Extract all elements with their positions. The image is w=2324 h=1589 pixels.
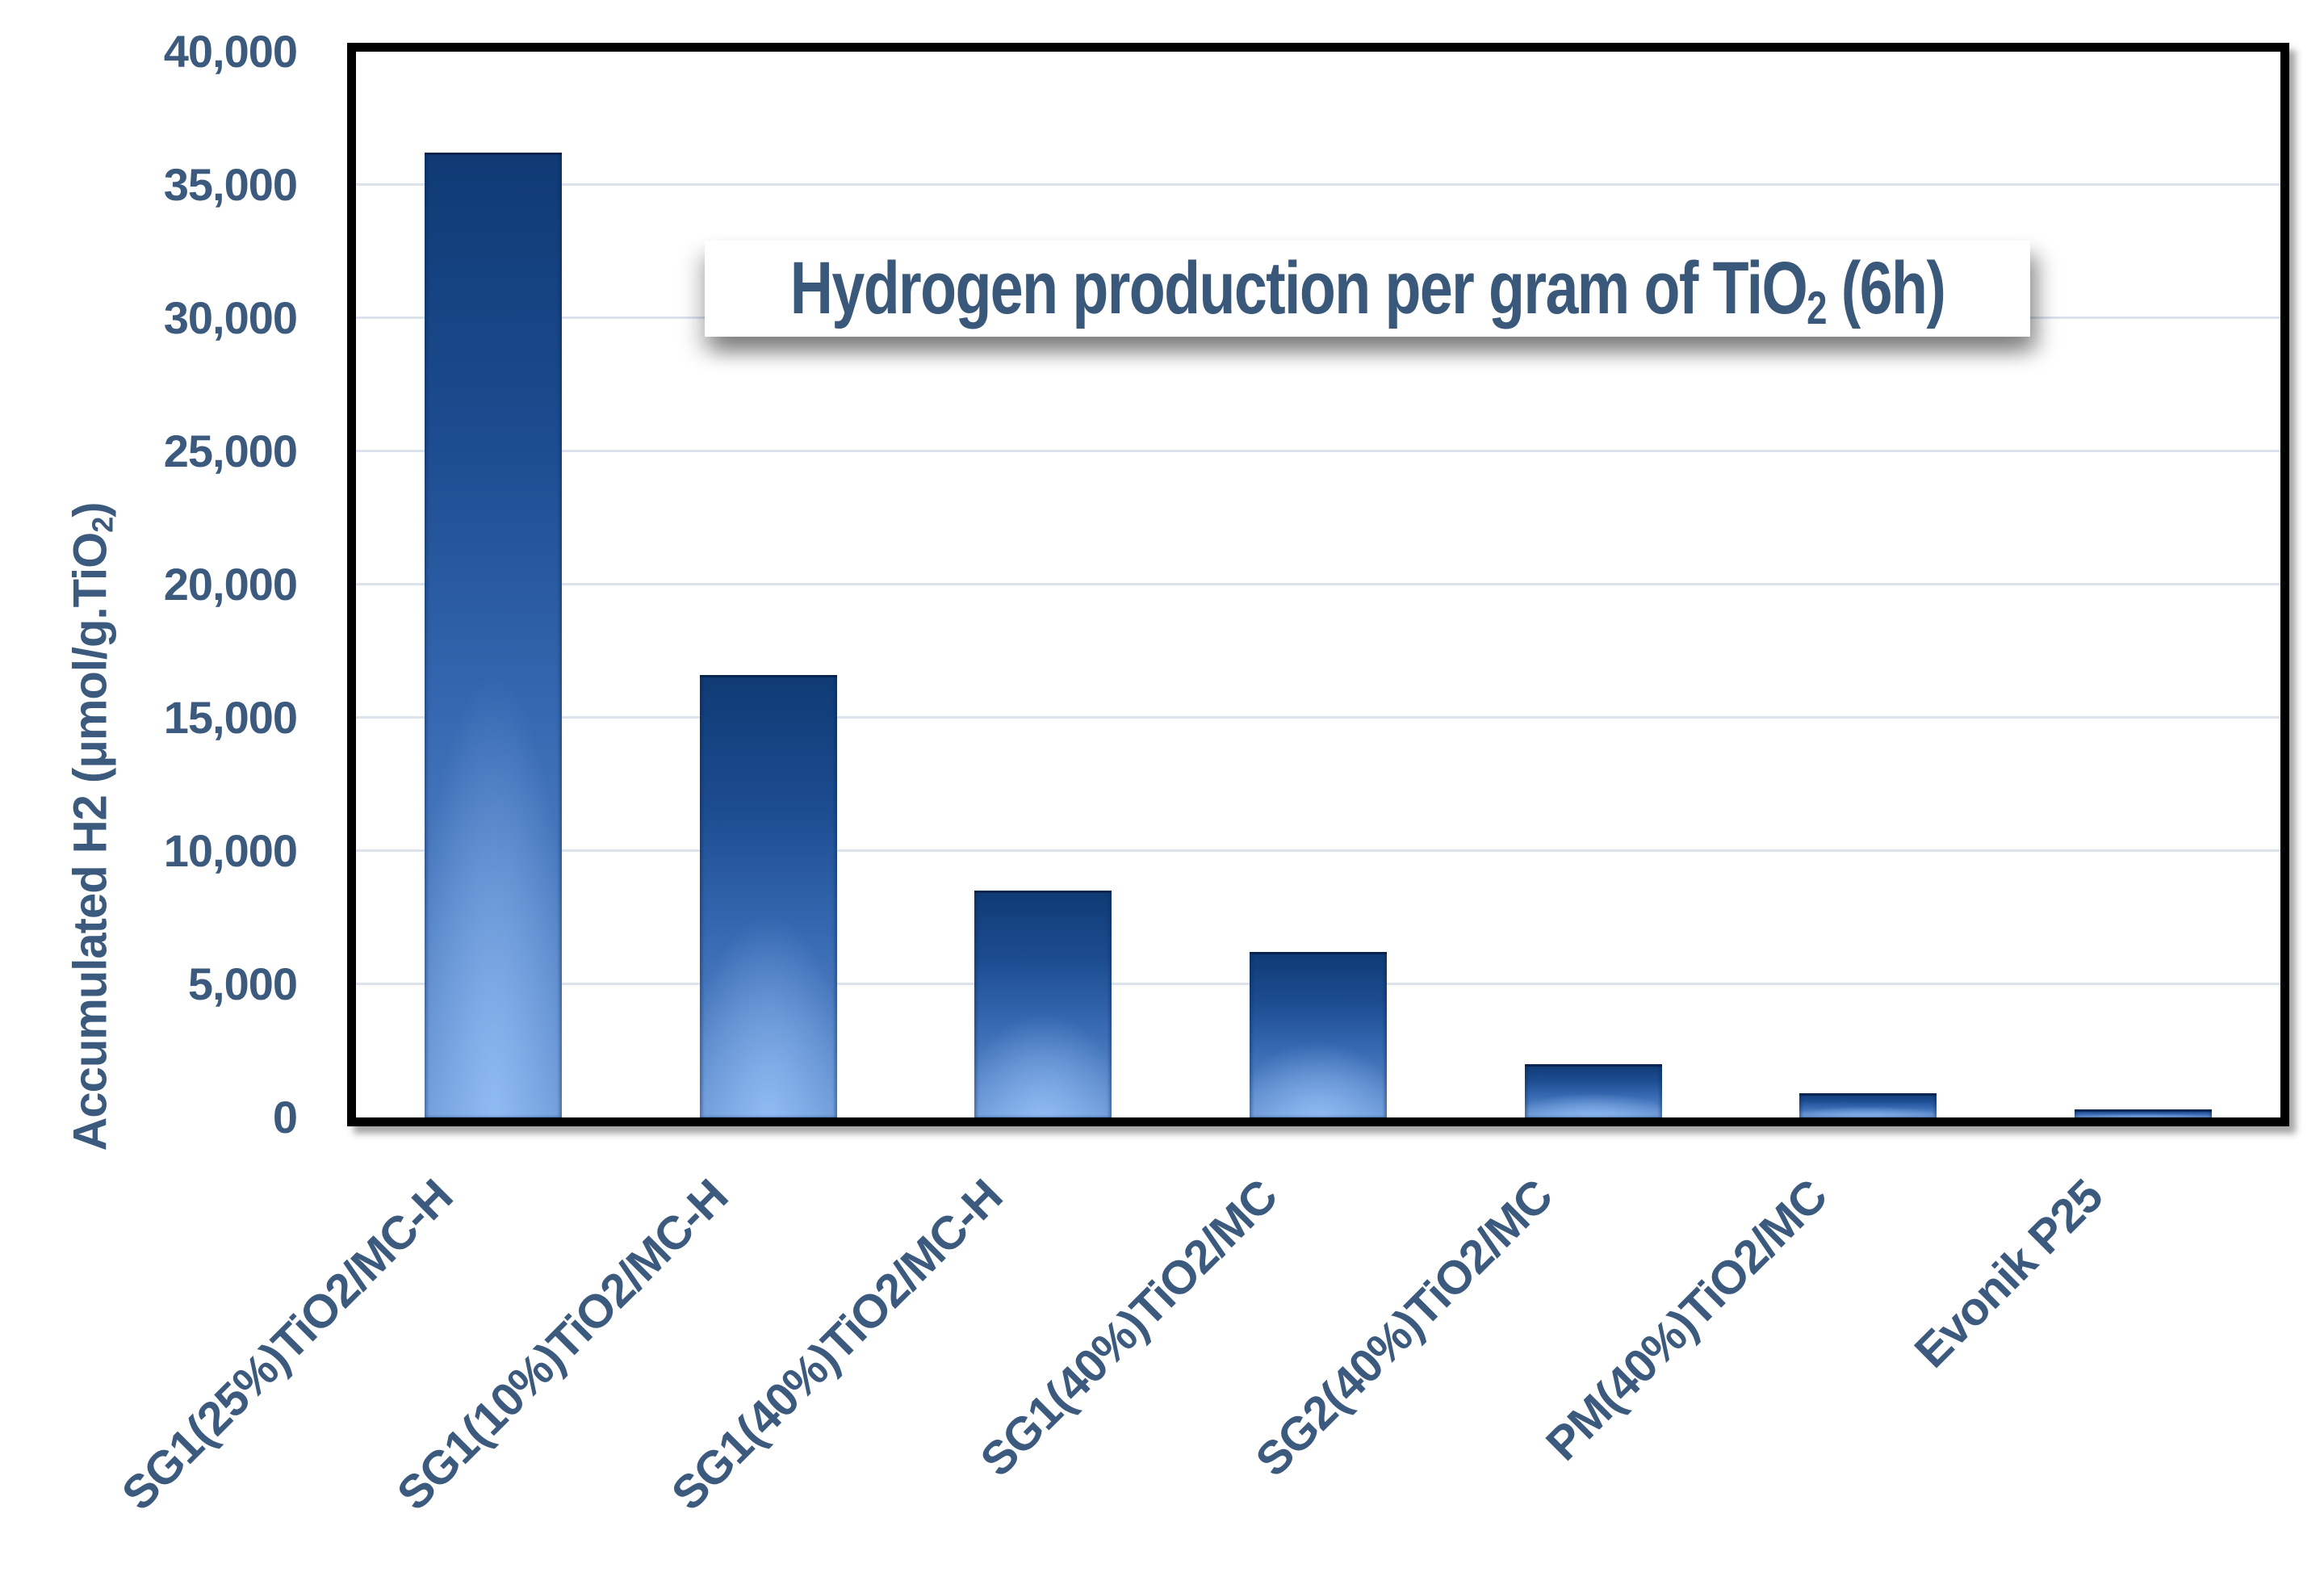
bar — [425, 153, 562, 1117]
gridline — [356, 583, 2280, 585]
y-axis-title-suffix: ) — [64, 502, 117, 518]
bar — [1525, 1064, 1662, 1117]
gridline — [356, 849, 2280, 852]
y-tick-label: 40,000 — [163, 26, 298, 77]
y-tick-label: 10,000 — [163, 825, 298, 876]
bar — [1250, 952, 1387, 1117]
plot-area — [347, 43, 2289, 1126]
bar — [700, 675, 837, 1117]
x-tick-label: Evonik P25 — [1903, 1169, 2113, 1378]
chart-title-text: Hydrogen production per gram of TiO — [789, 247, 1808, 329]
bar — [2075, 1109, 2212, 1117]
y-axis-title-subscript: 2 — [86, 517, 119, 533]
y-tick-label: 25,000 — [163, 426, 298, 476]
gridline — [356, 716, 2280, 719]
bar — [974, 891, 1112, 1117]
gridline — [356, 450, 2280, 452]
y-tick-label: 5,000 — [187, 958, 298, 1009]
y-tick-label: 30,000 — [163, 292, 298, 343]
chart-title-suffix: (6h) — [1825, 247, 1946, 329]
y-tick-label: 0 — [272, 1092, 298, 1142]
y-tick-label: 15,000 — [163, 692, 298, 743]
gridline — [356, 183, 2280, 186]
bar — [1799, 1093, 1937, 1117]
y-tick-label: 20,000 — [163, 559, 298, 610]
chart-title: Hydrogen production per gram of TiO2 (6h… — [789, 246, 1946, 334]
chart-title-subscript: 2 — [1807, 282, 1827, 334]
y-tick-label: 35,000 — [163, 159, 298, 210]
chart-title-box: Hydrogen production per gram of TiO2 (6h… — [705, 241, 2030, 337]
x-tick-label: PM(40%)TiO2/MC — [1536, 1169, 1837, 1471]
x-tick-label: SG1(40%)TiO2/MC — [970, 1169, 1288, 1487]
x-tick-label: SG2(40%)TiO2/MC — [1246, 1169, 1563, 1487]
